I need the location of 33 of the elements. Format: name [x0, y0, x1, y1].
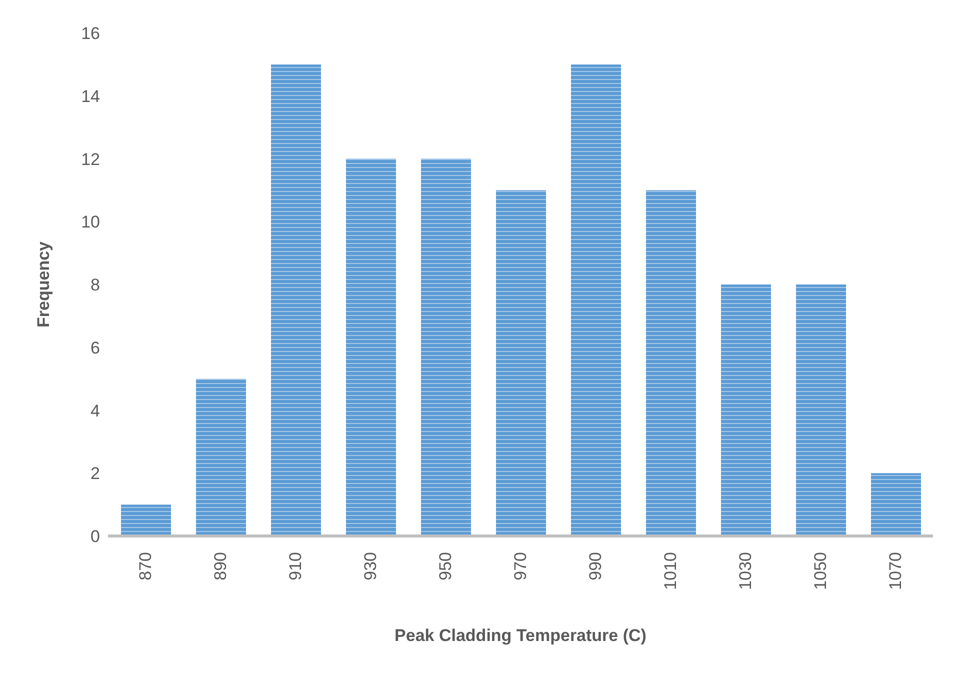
bar — [496, 190, 546, 536]
x-tick-label: 1050 — [811, 552, 830, 590]
x-tick-label: 870 — [136, 552, 155, 580]
y-tick-label: 12 — [81, 150, 100, 169]
x-tick-label: 970 — [511, 552, 530, 580]
y-tick-label: 8 — [90, 276, 100, 295]
x-tick-label: 890 — [211, 552, 230, 580]
y-tick-label: 6 — [90, 338, 100, 358]
x-tick-label: 1070 — [886, 552, 905, 590]
y-tick-label: 14 — [81, 86, 100, 106]
bar — [121, 504, 171, 536]
bar — [571, 64, 621, 536]
bar — [421, 158, 471, 536]
bar — [346, 158, 396, 536]
y-tick-label: 0 — [90, 527, 100, 546]
y-axis-title: Frequency — [34, 240, 54, 328]
bar — [721, 284, 771, 536]
y-tick-label: 10 — [81, 212, 100, 232]
y-tick-label: 16 — [81, 24, 100, 44]
bar — [796, 284, 846, 536]
x-tick-label: 930 — [361, 552, 380, 580]
x-tick-label: 950 — [436, 552, 455, 580]
y-tick-label: 2 — [90, 464, 100, 484]
x-tick-label: 910 — [286, 552, 305, 580]
y-tick-label: 4 — [90, 401, 100, 420]
x-tick-label: 1010 — [661, 552, 680, 590]
bar — [871, 473, 921, 536]
bar — [196, 378, 246, 536]
x-axis-title: Peak Cladding Temperature (C) — [394, 626, 646, 645]
bar — [646, 190, 696, 536]
x-tick-label: 990 — [586, 552, 605, 580]
bar — [271, 64, 321, 536]
x-tick-label: 1030 — [736, 552, 755, 590]
